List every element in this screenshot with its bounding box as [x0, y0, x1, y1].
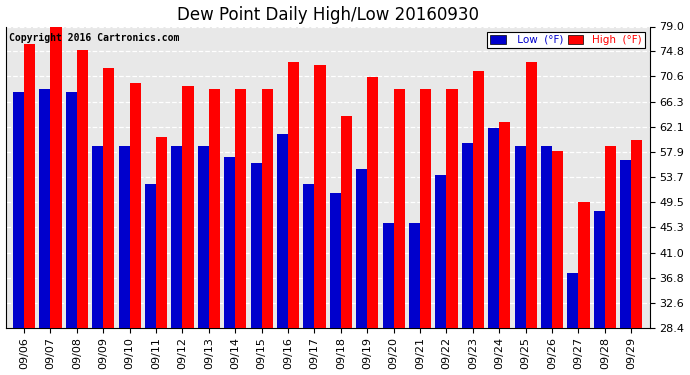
Title: Dew Point Daily High/Low 20160930: Dew Point Daily High/Low 20160930: [177, 6, 479, 24]
Bar: [66, 92, 77, 328]
Bar: [620, 160, 631, 328]
Bar: [50, 27, 61, 328]
Bar: [526, 62, 537, 328]
Bar: [235, 89, 246, 328]
Bar: [488, 128, 500, 328]
Bar: [382, 223, 393, 328]
Bar: [631, 140, 642, 328]
Bar: [156, 136, 167, 328]
Bar: [330, 193, 341, 328]
Bar: [541, 146, 552, 328]
Bar: [171, 146, 182, 328]
Bar: [24, 44, 35, 328]
Bar: [13, 92, 24, 328]
Bar: [393, 89, 405, 328]
Bar: [605, 146, 616, 328]
Bar: [473, 71, 484, 328]
Text: Copyright 2016 Cartronics.com: Copyright 2016 Cartronics.com: [9, 33, 179, 42]
Bar: [578, 202, 589, 328]
Bar: [435, 175, 446, 328]
Bar: [145, 184, 156, 328]
Bar: [500, 122, 511, 328]
Bar: [104, 68, 115, 328]
Bar: [315, 65, 326, 328]
Bar: [594, 211, 605, 328]
Bar: [130, 83, 141, 328]
Bar: [288, 62, 299, 328]
Bar: [341, 116, 352, 328]
Bar: [39, 89, 50, 328]
Legend:  Low  (°F), High  (°F): Low (°F), High (°F): [487, 32, 644, 48]
Bar: [277, 134, 288, 328]
Bar: [356, 170, 367, 328]
Bar: [409, 223, 420, 328]
Bar: [446, 89, 457, 328]
Bar: [182, 86, 193, 328]
Bar: [367, 77, 378, 328]
Bar: [567, 273, 578, 328]
Bar: [552, 152, 563, 328]
Bar: [209, 89, 220, 328]
Bar: [77, 50, 88, 328]
Bar: [224, 158, 235, 328]
Bar: [420, 89, 431, 328]
Bar: [198, 146, 209, 328]
Bar: [250, 164, 262, 328]
Bar: [119, 146, 130, 328]
Bar: [304, 184, 315, 328]
Bar: [92, 146, 104, 328]
Bar: [262, 89, 273, 328]
Bar: [515, 146, 526, 328]
Bar: [462, 142, 473, 328]
